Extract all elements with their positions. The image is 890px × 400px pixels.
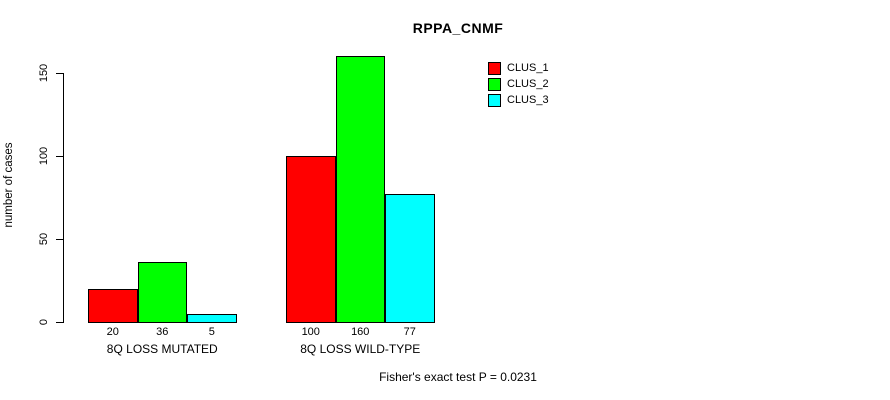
bar-clus-2-8q-loss-mutated <box>137 262 187 323</box>
y-tick-mark <box>56 322 63 323</box>
bar-clus-1-8q-loss-mutated <box>88 288 138 323</box>
bar-value-clus-1-8q-loss-mutated: 20 <box>106 326 119 338</box>
bar-value-clus-2-8q-loss-wild-type: 160 <box>351 326 370 338</box>
category-label-8q-loss-mutated: 8Q LOSS MUTATED <box>106 342 218 356</box>
legend: CLUS_1 CLUS_2 CLUS_3 <box>488 61 549 110</box>
legend-item-clus-2: CLUS_2 <box>488 77 549 91</box>
legend-swatch-clus-2 <box>488 77 501 91</box>
bar-value-clus-1-8q-loss-wild-type: 100 <box>301 326 320 338</box>
bar-clus-3-8q-loss-wild-type <box>385 194 435 323</box>
y-tick-label: 50 <box>38 232 50 246</box>
legend-swatch-clus-1 <box>488 61 501 75</box>
y-tick-label: 150 <box>38 63 50 83</box>
y-tick-label: 0 <box>38 318 50 326</box>
y-tick-mark <box>56 73 63 74</box>
bar-value-clus-2-8q-loss-mutated: 36 <box>156 326 169 338</box>
bar-value-clus-3-8q-loss-wild-type: 77 <box>403 326 416 338</box>
chart-title: RPPA_CNMF <box>412 20 504 36</box>
legend-label-clus-3: CLUS_3 <box>507 94 549 106</box>
y-tick-mark <box>56 156 63 157</box>
bar-value-clus-3-8q-loss-mutated: 5 <box>208 326 215 338</box>
legend-item-clus-3: CLUS_3 <box>488 93 549 107</box>
category-label-8q-loss-wild-type: 8Q LOSS WILD-TYPE <box>300 342 421 356</box>
bar-clus-2-8q-loss-wild-type <box>335 56 385 323</box>
bar-clus-1-8q-loss-wild-type <box>286 156 336 323</box>
y-tick-label: 100 <box>38 146 50 166</box>
legend-label-clus-1: CLUS_1 <box>507 62 549 74</box>
stats-annotation: Fisher's exact test P = 0.0231 <box>379 370 537 384</box>
legend-swatch-clus-3 <box>488 93 501 107</box>
y-axis-label: number of cases <box>3 142 15 228</box>
legend-label-clus-2: CLUS_2 <box>507 78 549 90</box>
bar-clus-3-8q-loss-mutated <box>187 313 237 323</box>
legend-item-clus-1: CLUS_1 <box>488 61 549 75</box>
y-axis-line <box>63 73 64 323</box>
y-tick-mark <box>56 239 63 240</box>
